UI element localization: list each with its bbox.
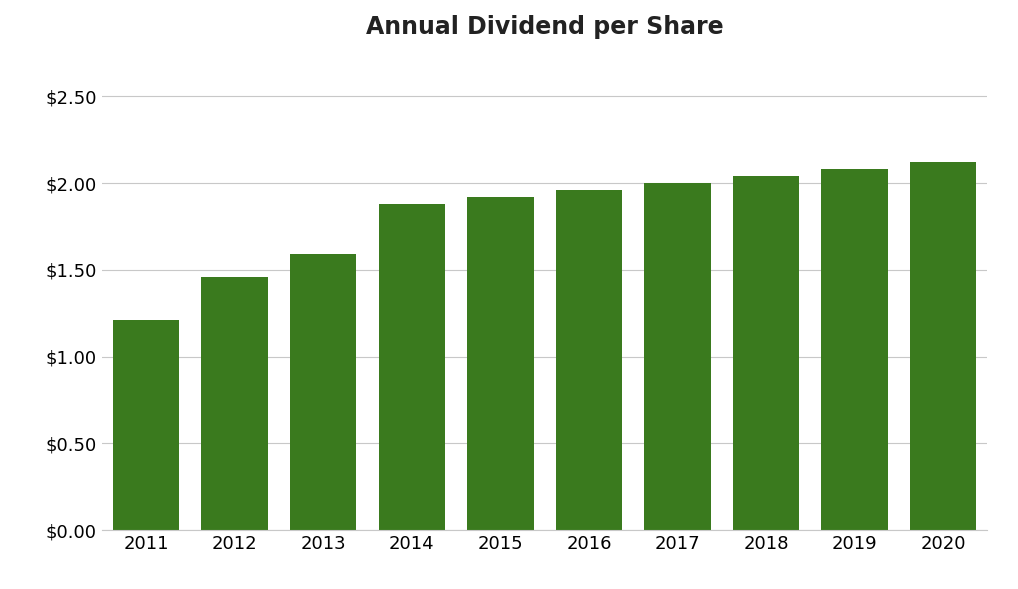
Bar: [910, 163, 976, 530]
Bar: [202, 277, 268, 530]
Bar: [822, 169, 888, 530]
Bar: [733, 176, 799, 530]
Bar: [379, 204, 445, 530]
Bar: [113, 320, 179, 530]
Bar: [644, 183, 711, 530]
Bar: [556, 190, 622, 530]
Bar: [290, 254, 356, 530]
Bar: [467, 197, 533, 530]
Title: Annual Dividend per Share: Annual Dividend per Share: [365, 15, 724, 38]
